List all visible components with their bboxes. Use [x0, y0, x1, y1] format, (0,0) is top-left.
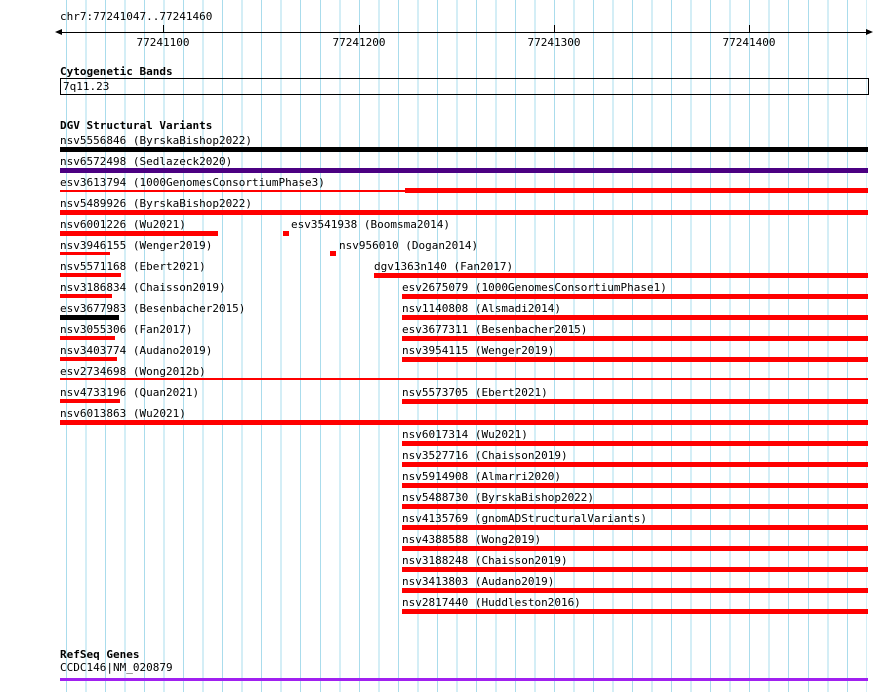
variant-bar[interactable]: [60, 315, 119, 320]
refseq-gene-line[interactable]: [60, 678, 868, 681]
variant-label[interactable]: esv2734698 (Wong2012b): [60, 365, 206, 378]
variant-bar[interactable]: [402, 336, 868, 341]
variant-label[interactable]: dgv1363n140 (Fan2017): [374, 260, 514, 273]
cytoband-track: 7q11.23: [60, 78, 869, 95]
variant-bar[interactable]: [402, 567, 868, 572]
variant-bar[interactable]: [60, 210, 868, 215]
variant-bar[interactable]: [60, 336, 115, 340]
variant-label[interactable]: nsv5489926 (ByrskaBishop2022): [60, 197, 253, 210]
variant-label[interactable]: nsv5573705 (Ebert2021): [402, 386, 548, 399]
variant-bar[interactable]: [405, 188, 868, 193]
variant-label[interactable]: nsv4135769 (gnomADStructuralVariants): [402, 512, 648, 525]
variant-label[interactable]: nsv6572498 (Sedlazeck2020): [60, 155, 233, 168]
variant-label[interactable]: nsv956010 (Dogan2014): [339, 239, 479, 252]
cytoband-label: 7q11.23: [63, 80, 110, 93]
ruler-tick-label: 77241300: [527, 36, 581, 49]
variant-label[interactable]: nsv2817440 (Huddleston2016): [402, 596, 581, 609]
ruler-tick-label: 77241400: [722, 36, 776, 49]
variant-bar[interactable]: [402, 609, 868, 614]
ruler-tick: [359, 25, 360, 32]
ruler-tick: [749, 25, 750, 32]
variant-bar[interactable]: [402, 441, 868, 446]
variant-label[interactable]: nsv3413803 (Audano2019): [402, 575, 555, 588]
variant-bar[interactable]: [402, 504, 868, 509]
variant-label[interactable]: esv3541938 (Boomsma2014): [291, 218, 450, 231]
cytogenetic-bands-header: Cytogenetic Bands: [60, 65, 173, 78]
variant-bar[interactable]: [402, 546, 868, 551]
variant-bar[interactable]: [402, 294, 868, 299]
variant-bar[interactable]: [60, 147, 868, 152]
variant-bar[interactable]: [330, 251, 336, 256]
variant-label[interactable]: esv3613794 (1000GenomesConsortiumPhase3): [60, 176, 325, 189]
ruler-left-arrow-icon: [55, 29, 62, 35]
variant-label[interactable]: nsv3186834 (Chaisson2019): [60, 281, 226, 294]
variant-bar[interactable]: [60, 378, 868, 380]
variant-label[interactable]: esv3677311 (Besenbacher2015): [402, 323, 588, 336]
variant-label[interactable]: nsv6001226 (Wu2021): [60, 218, 186, 231]
variant-label[interactable]: nsv3527716 (Chaisson2019): [402, 449, 568, 462]
variant-label[interactable]: nsv5488730 (ByrskaBishop2022): [402, 491, 595, 504]
dgv-structural-variants-header: DGV Structural Variants: [60, 119, 213, 132]
variant-label[interactable]: esv2675079 (1000GenomesConsortiumPhase1): [402, 281, 667, 294]
variant-bar[interactable]: [283, 231, 289, 236]
variant-bar[interactable]: [60, 294, 112, 298]
variant-label[interactable]: nsv6017314 (Wu2021): [402, 428, 528, 441]
variant-label[interactable]: esv3677983 (Besenbacher2015): [60, 302, 246, 315]
variant-label[interactable]: nsv6013863 (Wu2021): [60, 407, 186, 420]
variant-bar[interactable]: [60, 357, 117, 361]
ruler-tick-label: 77241100: [136, 36, 190, 49]
variant-label[interactable]: nsv5556846 (ByrskaBishop2022): [60, 134, 253, 147]
variant-label[interactable]: nsv5914908 (Almarri2020): [402, 470, 561, 483]
ruler-tick: [163, 25, 164, 32]
variant-bar[interactable]: [374, 273, 868, 278]
variant-bar[interactable]: [60, 231, 218, 236]
variant-bar[interactable]: [60, 420, 868, 425]
variant-bar[interactable]: [402, 399, 868, 404]
variant-label[interactable]: nsv1140808 (Alsmadi2014): [402, 302, 561, 315]
variant-bar[interactable]: [60, 252, 110, 255]
variant-bar[interactable]: [402, 315, 868, 320]
variant-bar[interactable]: [60, 399, 120, 403]
ruler-right-arrow-icon: [866, 29, 873, 35]
variant-label[interactable]: nsv3055306 (Fan2017): [60, 323, 193, 336]
variant-bar[interactable]: [60, 168, 868, 173]
variant-bar[interactable]: [402, 588, 868, 593]
variant-label[interactable]: nsv4388588 (Wong2019): [402, 533, 542, 546]
variant-bar[interactable]: [402, 483, 868, 488]
ruler-tick: [554, 25, 555, 32]
variant-label[interactable]: nsv3188248 (Chaisson2019): [402, 554, 568, 567]
ruler-tick-label: 77241200: [332, 36, 386, 49]
refseq-gene-label[interactable]: CCDC146|NM_020879: [60, 661, 173, 674]
variant-label[interactable]: nsv3946155 (Wenger2019): [60, 239, 213, 252]
variant-label[interactable]: nsv3403774 (Audano2019): [60, 344, 213, 357]
variant-bar[interactable]: [402, 357, 868, 362]
variant-bar[interactable]: [402, 462, 868, 467]
variant-label[interactable]: nsv4733196 (Quan2021): [60, 386, 200, 399]
variant-label[interactable]: nsv5571168 (Ebert2021): [60, 260, 206, 273]
refseq-genes-header: RefSeq Genes: [60, 648, 140, 661]
gridlines: [66, 0, 867, 692]
variant-bar[interactable]: [60, 273, 121, 277]
variant-label[interactable]: nsv3954115 (Wenger2019): [402, 344, 555, 357]
variant-bar[interactable]: [402, 525, 868, 530]
ruler-axis-line: [62, 32, 866, 33]
region-title: chr7:77241047..77241460: [60, 10, 213, 23]
